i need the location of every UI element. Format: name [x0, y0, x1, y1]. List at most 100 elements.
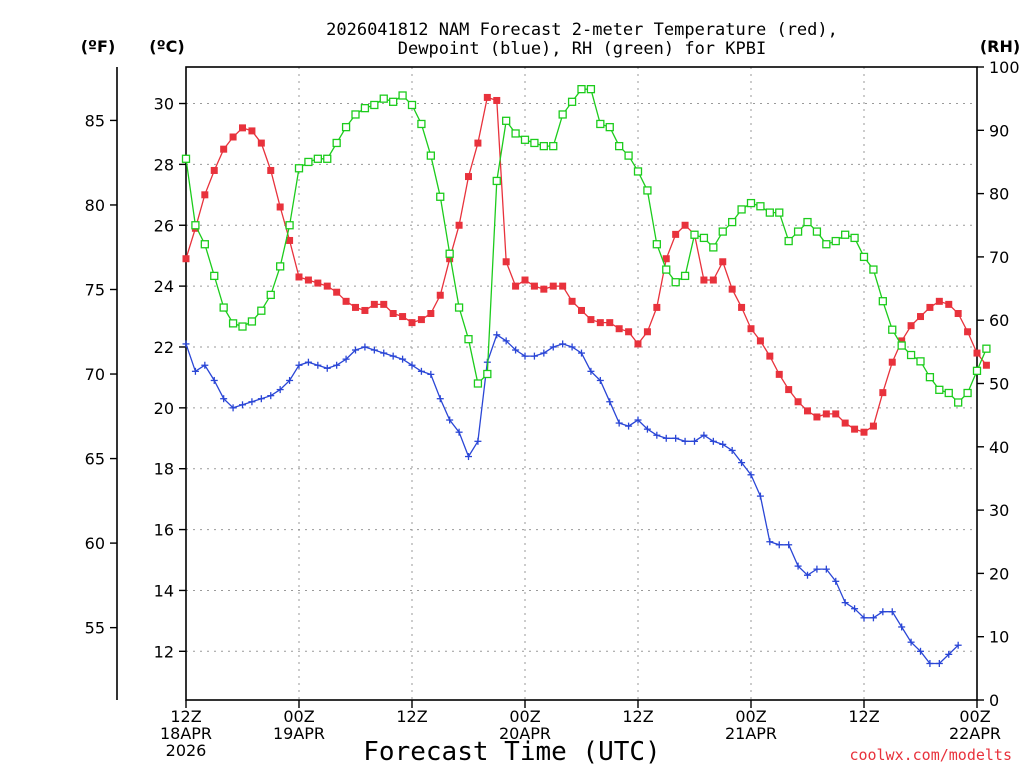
- celsius-tick-label: 18: [154, 460, 174, 479]
- rh-point: [906, 350, 916, 360]
- rh-point: [784, 236, 793, 246]
- temperature-point: [860, 428, 868, 436]
- temperature-point: [295, 273, 303, 281]
- grid-lines: [186, 67, 977, 700]
- dewpoint-point: [549, 343, 557, 351]
- temperature-point: [549, 282, 557, 290]
- temperature-point: [220, 145, 228, 153]
- dewpoint-point: [267, 392, 275, 400]
- temperature-point: [653, 303, 661, 311]
- temperature-point: [785, 386, 793, 394]
- rh-point: [247, 317, 257, 326]
- dewpoint-point: [361, 343, 369, 351]
- rh-tick-label: 50: [989, 375, 1009, 394]
- rh-tick-label: 10: [989, 628, 1009, 647]
- temperature-point: [286, 236, 294, 244]
- temperature-point: [615, 325, 623, 333]
- time-tick-label: 19APR: [273, 724, 325, 743]
- temperature-point: [596, 319, 604, 327]
- celsius-tick-label: 14: [154, 581, 174, 600]
- rh-point: [746, 198, 756, 208]
- temperature-point: [521, 276, 529, 284]
- dewpoint-point: [653, 431, 661, 439]
- dewpoint-point: [662, 434, 670, 442]
- time-tick-label: 00Z: [959, 707, 990, 726]
- temperature-point: [502, 258, 510, 266]
- rh-point: [191, 221, 200, 230]
- dewpoint-point: [257, 395, 265, 403]
- rh-point: [323, 154, 332, 163]
- dewpoint-point: [446, 416, 454, 424]
- temperature-point: [681, 221, 689, 229]
- rh-point: [445, 249, 454, 258]
- dewpoint-point: [719, 440, 727, 448]
- rh-point: [972, 366, 982, 375]
- rh-tick-label: 60: [989, 311, 1009, 330]
- rh-tick-label: 0: [989, 691, 999, 710]
- temperature-point: [587, 316, 595, 324]
- rh-point: [897, 341, 906, 350]
- temperature-point: [898, 337, 906, 345]
- dewpoint-point: [182, 340, 190, 348]
- temperature-point: [625, 328, 633, 336]
- dewpoint-point: [493, 331, 501, 339]
- dewpoint-point: [804, 571, 811, 579]
- temperature-point: [229, 133, 237, 141]
- rh-point: [511, 129, 520, 138]
- dewpoint-point: [587, 367, 595, 375]
- rh-point: [567, 97, 577, 106]
- rh-tick-label: 40: [989, 438, 1009, 457]
- celsius-tick-label: 24: [154, 277, 174, 296]
- rh-point: [624, 151, 633, 160]
- temperature-point: [342, 297, 350, 305]
- rh-point: [549, 141, 558, 151]
- dewpoint-point: [794, 562, 802, 570]
- rh-tick-label: 100: [989, 58, 1020, 77]
- dewpoint-point: [917, 647, 924, 655]
- temperature-point: [304, 276, 312, 284]
- temperature-point: [239, 124, 246, 132]
- temperature-point: [766, 352, 774, 360]
- temperature-point: [728, 285, 736, 293]
- rh-point: [294, 164, 304, 173]
- rh-point: [341, 122, 351, 132]
- dewpoint-point: [333, 361, 341, 369]
- dewpoint-point: [220, 395, 228, 403]
- temperature-point: [257, 139, 265, 147]
- dewpoint-point: [304, 358, 312, 366]
- dewpoint-point: [634, 416, 642, 424]
- data-series: [181, 85, 991, 667]
- dewpoint-point: [700, 431, 708, 439]
- rh-point: [699, 233, 709, 243]
- temperature-point: [709, 276, 717, 284]
- dewpoint-point: [502, 337, 510, 345]
- rh-point: [944, 388, 953, 398]
- fahrenheit-tick-label: 75: [85, 280, 105, 299]
- temperature-point: [954, 310, 962, 318]
- temperature-point: [634, 340, 642, 348]
- time-tick-label: 00Z: [283, 707, 314, 726]
- rh-point: [878, 297, 887, 306]
- rh-point: [219, 303, 228, 312]
- dewpoint-point: [521, 352, 529, 360]
- rh-point: [558, 110, 567, 119]
- rh-point: [379, 94, 388, 103]
- dewpoint-point: [399, 355, 407, 363]
- fahrenheit-axis-unit: (ºF): [81, 37, 116, 56]
- rh-point: [436, 192, 445, 201]
- dewpoint-point: [314, 361, 322, 369]
- dewpoint-point: [935, 659, 943, 667]
- rh-point: [228, 319, 238, 328]
- rh-point: [888, 325, 897, 334]
- temperature-point: [578, 306, 585, 314]
- rh-point: [925, 373, 935, 382]
- dewpoint-point: [474, 437, 482, 445]
- x-axis-label: Forecast Time (UTC): [363, 737, 660, 767]
- temperature-point: [483, 93, 491, 101]
- temperature-point: [399, 313, 407, 321]
- dewpoint-point: [455, 428, 463, 436]
- rh-point: [954, 398, 963, 407]
- rh-point: [407, 100, 417, 110]
- temperature-point: [465, 173, 472, 181]
- rh-point: [869, 265, 878, 274]
